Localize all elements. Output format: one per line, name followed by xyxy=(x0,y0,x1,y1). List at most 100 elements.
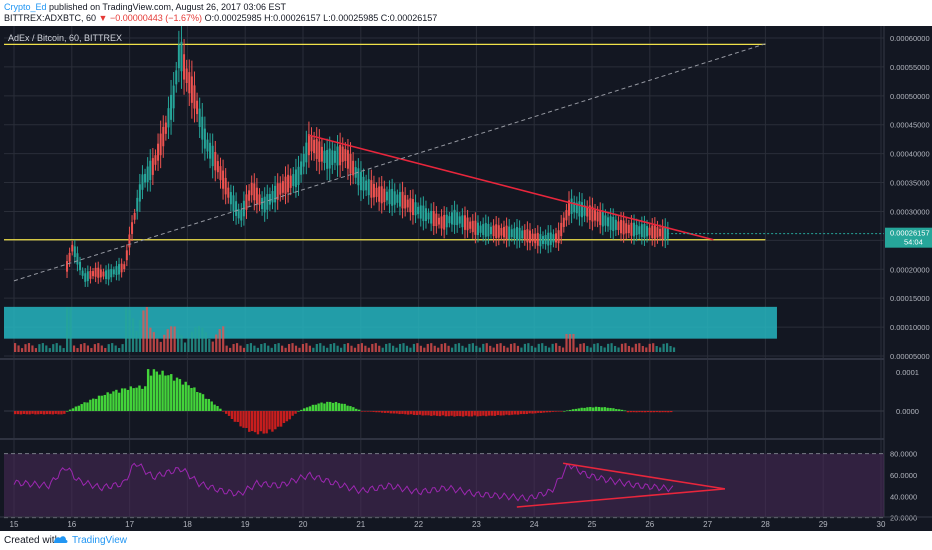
volume-bar xyxy=(388,343,391,352)
volume-bar xyxy=(433,345,436,352)
candle-body xyxy=(300,161,303,175)
candle-body xyxy=(463,215,466,230)
volume-bar xyxy=(239,345,242,352)
candle-body xyxy=(398,192,401,207)
trading-chart[interactable]: AdEx / Bitcoin, 60, BITTREX 0.000600000.… xyxy=(0,26,932,531)
macd-bar xyxy=(16,411,20,415)
price-tick-label: 0.00015000 xyxy=(890,294,930,303)
candle-body xyxy=(435,213,438,227)
candle-body xyxy=(232,195,235,212)
volume-bar xyxy=(627,345,631,352)
volume-zone-box xyxy=(4,306,777,339)
volume-bar xyxy=(482,343,485,352)
candle-body xyxy=(453,209,456,225)
candle-body xyxy=(222,170,225,189)
macd-bar xyxy=(63,411,66,414)
volume-bar xyxy=(582,343,585,352)
volume-bar xyxy=(541,343,544,352)
macd-bar xyxy=(34,411,37,415)
candle-body xyxy=(66,261,69,272)
candle-body xyxy=(528,230,531,243)
down-arrow-icon: ▼ xyxy=(98,13,108,23)
macd-bar xyxy=(239,411,242,427)
macd-bar xyxy=(66,411,69,412)
time-tick-label: 16 xyxy=(67,520,76,529)
volume-bar xyxy=(353,347,357,352)
macd-bar xyxy=(545,411,549,413)
candle-body xyxy=(422,205,425,222)
candle-body xyxy=(508,226,511,240)
macd-bar xyxy=(204,398,208,411)
volume-bar xyxy=(260,344,263,352)
macd-bar xyxy=(346,405,349,411)
macd-bar xyxy=(250,411,254,432)
macd-bar xyxy=(427,411,430,416)
candle-body xyxy=(271,191,274,203)
candle-body xyxy=(365,180,368,191)
volume-bar xyxy=(659,347,662,352)
volume-bar xyxy=(385,343,388,352)
macd-bar xyxy=(381,411,384,413)
candle-body xyxy=(229,192,232,205)
candle-body xyxy=(331,150,334,166)
volume-bar xyxy=(593,343,596,352)
author-link[interactable]: Crypto_Ed xyxy=(4,2,47,12)
volume-bar xyxy=(492,347,495,352)
macd-bar xyxy=(525,411,528,415)
macd-bar xyxy=(256,411,260,435)
volume-bar xyxy=(301,343,305,352)
candle-body xyxy=(110,269,113,278)
volume-bar xyxy=(156,338,159,352)
macd-bar xyxy=(285,411,289,422)
volume-bar xyxy=(41,343,44,352)
volume-bar xyxy=(430,343,433,352)
macd-bar xyxy=(152,369,156,411)
candle-body xyxy=(646,226,649,237)
candle-body xyxy=(219,166,222,181)
candle-body xyxy=(406,199,409,208)
macd-bar xyxy=(450,411,453,416)
macd-bar xyxy=(103,394,106,411)
macd-bar xyxy=(528,411,531,414)
volume-bar xyxy=(617,347,620,352)
volume-bar xyxy=(665,343,669,352)
macd-bar xyxy=(366,411,369,412)
volume-bar xyxy=(204,332,207,352)
tradingview-brand[interactable]: TradingView xyxy=(72,535,128,546)
volume-bar xyxy=(409,347,412,352)
volume-bar xyxy=(641,345,644,352)
macd-bar xyxy=(548,411,552,413)
volume-bar xyxy=(398,343,402,352)
time-tick-label: 17 xyxy=(125,520,134,529)
volume-bar xyxy=(159,341,162,352)
volume-bar xyxy=(468,343,471,352)
macd-bar xyxy=(300,409,303,411)
rsi-upper-trendline xyxy=(562,462,726,490)
candle-body xyxy=(313,139,316,154)
macd-bar xyxy=(37,411,40,415)
candle-body xyxy=(539,234,542,247)
volume-bar xyxy=(551,343,554,352)
volume-bar xyxy=(308,345,311,352)
candle-body xyxy=(523,230,526,240)
macd-bar xyxy=(438,411,442,417)
candle-body xyxy=(224,177,227,195)
candle-body xyxy=(544,235,547,245)
time-tick-label: 15 xyxy=(10,520,19,529)
macd-bar xyxy=(227,411,231,416)
candle-body xyxy=(84,273,87,282)
macd-bar xyxy=(395,411,398,414)
macd-bar xyxy=(531,411,534,414)
volume-bar xyxy=(145,307,148,352)
candle-body xyxy=(258,194,261,205)
macd-bar xyxy=(513,411,517,415)
candle-body xyxy=(120,263,123,273)
volume-bar xyxy=(76,348,79,352)
macd-bar xyxy=(193,387,196,411)
volume-bar xyxy=(579,343,582,352)
macd-bar xyxy=(92,398,95,411)
volume-bar xyxy=(416,343,419,352)
volume-bar xyxy=(69,307,72,352)
macd-bar xyxy=(54,411,57,414)
candle-body xyxy=(73,246,76,258)
